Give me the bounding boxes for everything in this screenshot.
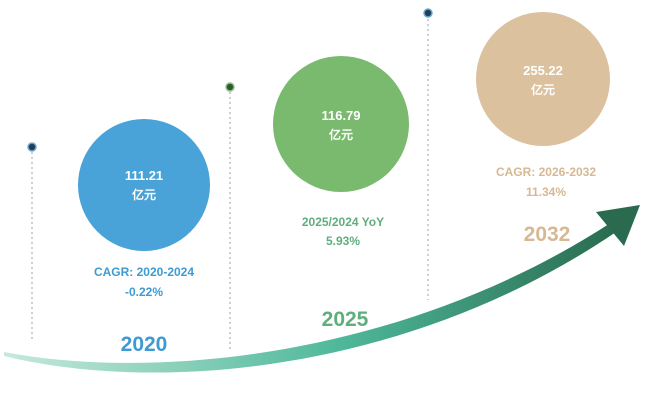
growth-arrow-body — [4, 222, 616, 373]
timeline-marker-dot — [423, 8, 433, 18]
value-bubble-2020 — [78, 119, 210, 251]
bubble-value: 111.21 — [125, 168, 163, 183]
bubble-unit: 亿元 — [329, 127, 353, 142]
timeline-point-2032: 255.22 亿元 CAGR: 2026-2032 11.34% 2032 — [423, 8, 610, 300]
stat-label: 2025/2024 YoY — [302, 215, 384, 229]
timeline-marker-dot — [27, 142, 37, 152]
bubble-value: 255.22 — [523, 63, 563, 78]
timeline-marker-dot — [225, 82, 235, 92]
timeline-point-2025: 116.79 亿元 2025/2024 YoY 5.93% 2025 — [225, 56, 409, 350]
stat-label: CAGR: 2020-2024 — [94, 265, 194, 279]
stat-value: -0.22% — [125, 285, 163, 299]
stat-value: 5.93% — [326, 234, 360, 248]
bubble-unit: 亿元 — [132, 187, 156, 202]
year-label: 2032 — [524, 223, 571, 246]
bubble-unit: 亿元 — [531, 82, 555, 97]
year-label: 2020 — [121, 333, 168, 356]
stat-label: CAGR: 2026-2032 — [496, 165, 596, 179]
timeline-point-2020: 111.21 亿元 CAGR: 2020-2024 -0.22% 2020 — [27, 119, 210, 356]
value-bubble-2032 — [476, 12, 610, 146]
value-bubble-2025 — [273, 56, 409, 192]
bubble-value: 116.79 — [321, 108, 360, 123]
stat-value: 11.34% — [526, 185, 566, 199]
year-label: 2025 — [322, 308, 369, 331]
growth-arrow-head — [596, 205, 640, 246]
